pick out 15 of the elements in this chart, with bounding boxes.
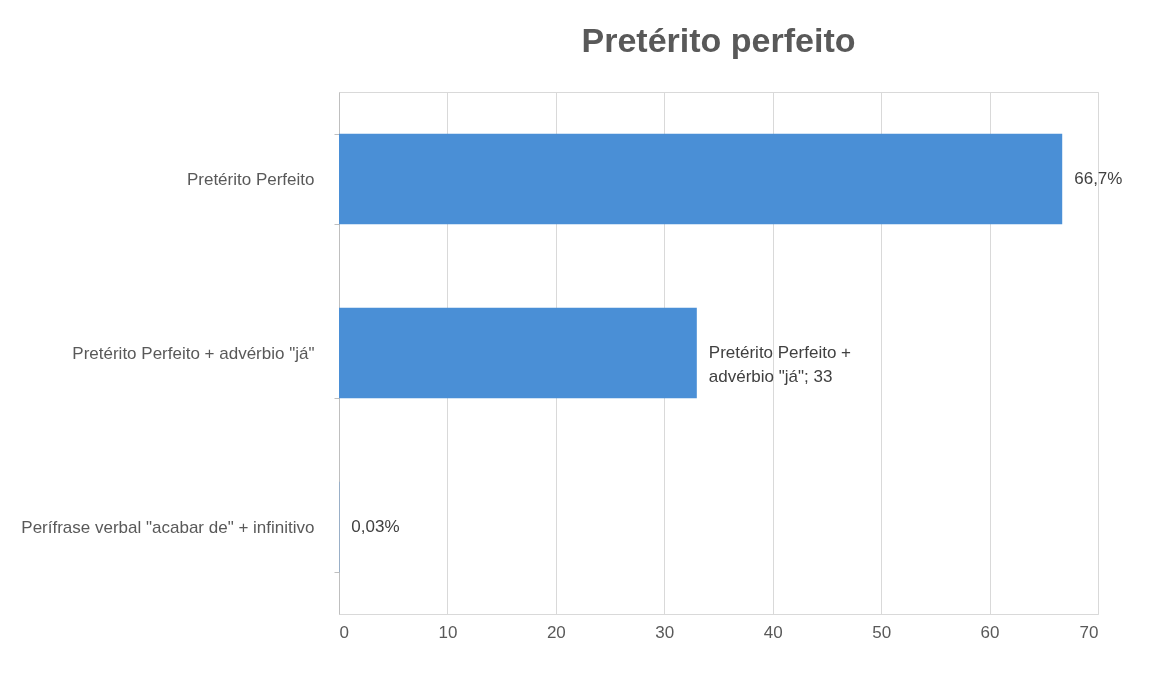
chart-title: Pretérito perfeito (581, 21, 856, 59)
data-label: 0,03% (351, 517, 400, 536)
x-tick-label: 40 (763, 622, 783, 642)
x-tick-label: 20 (546, 622, 566, 642)
x-tick-label: 60 (980, 622, 1000, 642)
data-label: Pretérito Perfeito + advérbio "já"; 33 (708, 343, 852, 386)
x-tick-label: 70 (1079, 622, 1099, 642)
y-tick-label: Pretérito Perfeito + advérbio "já" (72, 343, 315, 363)
y-tick-label: Perífrase verbal "acabar de" + infinitivo (21, 517, 315, 537)
x-tick-label: 30 (655, 622, 675, 642)
x-tick-label: 0 (339, 622, 349, 642)
data-label: 66,7% (1074, 169, 1123, 188)
x-tick-label: 50 (872, 622, 892, 642)
y-tick-label: Pretérito Perfeito (186, 169, 315, 189)
x-tick-label: 10 (438, 622, 458, 642)
